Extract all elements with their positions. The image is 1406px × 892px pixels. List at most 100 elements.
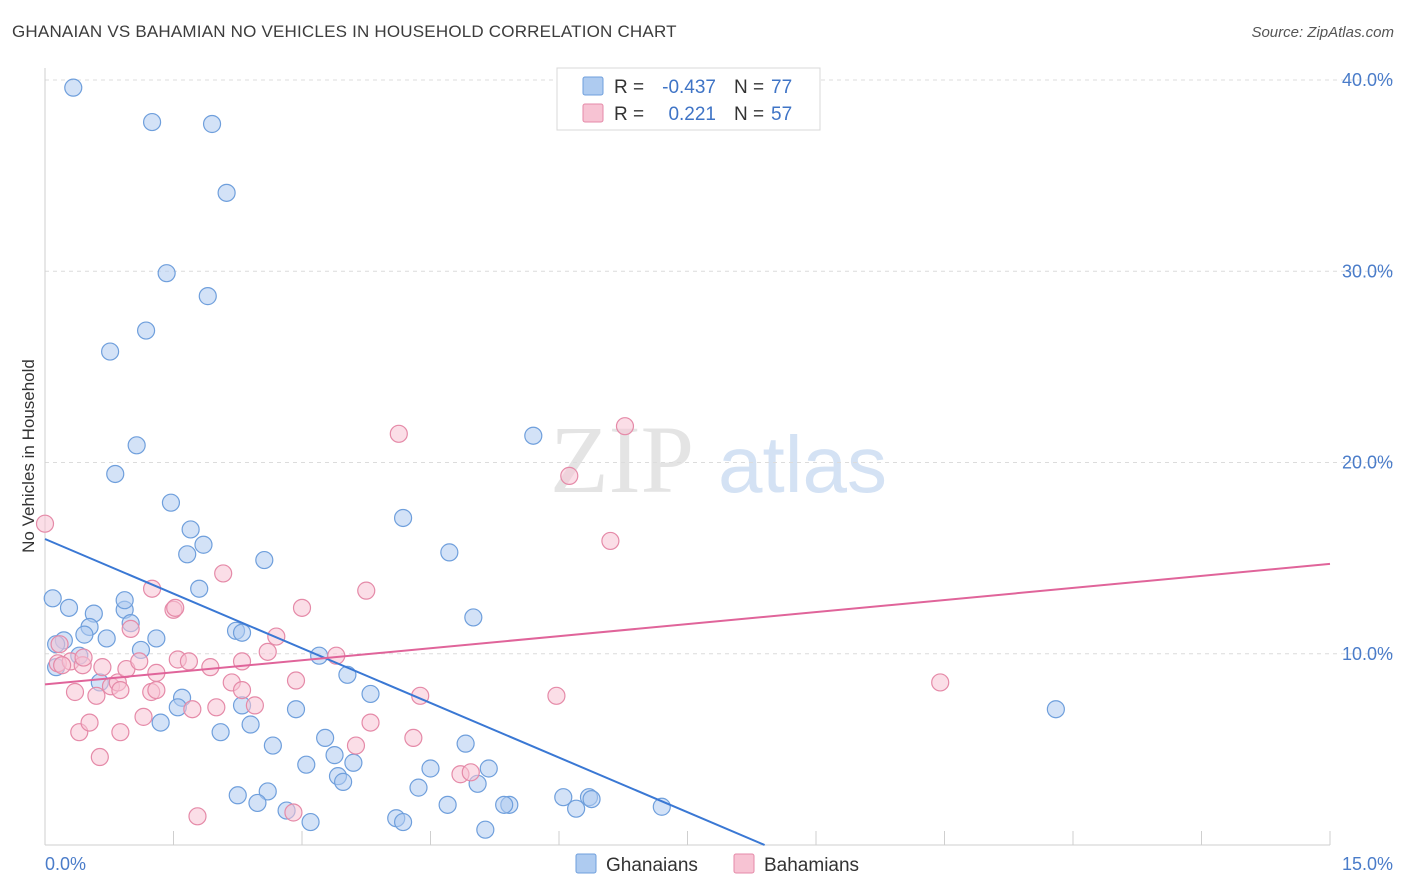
bahamians-point (547, 686, 566, 705)
bottom-legend: Ghanaians Bahamians (575, 853, 859, 876)
ghanaians-point (232, 623, 252, 642)
watermark-atlas: atlas (718, 420, 887, 509)
ghanaians-point (106, 464, 125, 484)
legend-n-label-ghanaians: N = (734, 77, 764, 98)
ghanaians-point (524, 426, 543, 445)
bahamians-point (93, 658, 112, 677)
legend-r-label-bahamians: R = (614, 104, 644, 125)
x-tick-label-min: 0.0% (45, 854, 86, 874)
ghanaians-point (438, 795, 457, 814)
legend-r-value-bahamians: 0.221 (668, 104, 716, 125)
ghanaians-point (211, 723, 230, 742)
ghanaians-point (344, 753, 363, 772)
bahamians-point (65, 682, 85, 702)
ghanaians-point (316, 728, 335, 748)
bahamians-point (346, 736, 366, 755)
ghanaians-point (194, 535, 213, 554)
ghanaians-point (393, 812, 413, 832)
bahamians-point (134, 707, 153, 726)
ghanaians-point (263, 736, 282, 755)
bahamians-point (179, 652, 199, 671)
legend-n-label-bahamians: N = (734, 104, 764, 125)
bahamians-point (232, 680, 252, 700)
bahamians-point (258, 642, 277, 661)
ghanaians-point (495, 795, 514, 814)
bahamians-point (111, 680, 130, 700)
ghanaians-point (161, 493, 181, 512)
bahamians-point (166, 598, 185, 617)
ghanaians-point (217, 183, 236, 202)
bahamians-point (560, 466, 579, 485)
chart-title: GHANAIAN VS BAHAMIAN NO VEHICLES IN HOUS… (12, 22, 677, 41)
ghanaians-point (301, 812, 320, 832)
ghanaians-point (178, 545, 197, 564)
ghanaians-point (476, 820, 495, 839)
bahamians-point (461, 763, 480, 782)
bahamians-point (87, 686, 106, 705)
bahamians-point (286, 671, 306, 690)
bahamians-point (80, 713, 99, 732)
bahamians-point (292, 598, 312, 617)
legend: R = -0.437 N = 77 R = 0.221 N = 57 (556, 67, 821, 131)
bahamians-point (50, 635, 69, 654)
bahamians-point (183, 700, 202, 719)
ghanaians-point (567, 799, 586, 818)
bahamians-point (90, 747, 109, 767)
bahamians-point (245, 696, 264, 715)
ghanaians-point (64, 78, 83, 97)
ghanaians-point (393, 508, 413, 528)
y-tick-label: 10.0% (1342, 644, 1393, 664)
ghanaians-point (136, 321, 156, 340)
bahamians-point (201, 658, 220, 677)
ghanaians-point (147, 629, 166, 648)
bahamians-point (121, 619, 140, 638)
bahamians-point (147, 680, 166, 700)
ghanaians-point (255, 550, 274, 570)
ghanaians-point (582, 789, 601, 809)
ghanaians-point (286, 700, 306, 719)
legend-swatch-ghanaians (582, 76, 604, 96)
ghanaians-point (101, 342, 120, 361)
bottom-legend-label-bahamians: Bahamians (764, 855, 859, 876)
bahamians-trend-line (44, 562, 1331, 686)
bahamians-point (615, 417, 635, 436)
ghanaians-point (202, 114, 222, 134)
bahamians-point (53, 656, 72, 675)
series-bahamians-points (35, 417, 950, 826)
ghanaians-point (554, 788, 573, 807)
x-axis-ticks (173, 831, 1331, 845)
bottom-legend-swatch-ghanaians (575, 853, 597, 874)
ghanaians-point (59, 598, 79, 617)
ghanaians-trend-line (44, 538, 765, 846)
x-tick-label-max: 15.0% (1342, 854, 1393, 874)
ghanaians-point (248, 793, 267, 813)
ghanaians-point (440, 543, 459, 562)
ghanaians-point (142, 112, 162, 132)
ghanaians-point (181, 520, 200, 539)
ghanaians-point (456, 734, 475, 753)
ghanaians-point (43, 589, 62, 608)
bahamians-point (207, 698, 226, 717)
bottom-legend-swatch-bahamians (733, 853, 755, 874)
trend-lines (44, 538, 1331, 846)
ghanaians-point (361, 684, 380, 704)
ghanaians-point (338, 665, 357, 684)
y-axis-label: No Vehicles in Household (19, 359, 38, 553)
ghanaians-point (198, 287, 217, 306)
bahamians-point (74, 648, 93, 667)
ghanaians-point (157, 264, 176, 283)
legend-r-label-ghanaians: R = (614, 77, 644, 98)
bahamians-point (931, 673, 950, 692)
bahamians-point (214, 564, 233, 583)
bahamians-point (404, 728, 423, 748)
ghanaians-point (409, 778, 428, 797)
y-tick-label: 30.0% (1342, 261, 1393, 281)
y-axis-tick-labels: 10.0% 20.0% 30.0% 40.0% (1342, 70, 1393, 664)
ghanaians-point (241, 715, 260, 734)
ghanaians-point (127, 436, 146, 455)
bahamians-point (601, 531, 620, 551)
bottom-legend-label-ghanaians: Ghanaians (606, 855, 698, 876)
bahamians-point (284, 803, 303, 822)
ghanaians-point (97, 629, 116, 648)
